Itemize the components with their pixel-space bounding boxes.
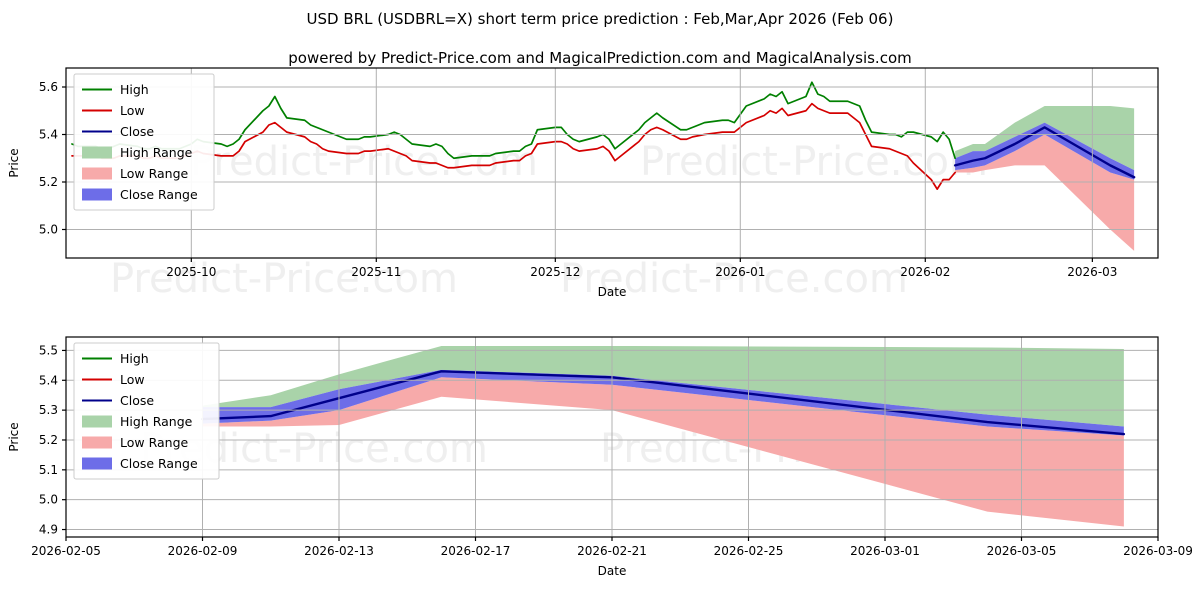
detail-chart-svg: Predict-Price.comPredict-Price.com4.95.0…: [7, 336, 1193, 578]
y-tick-label: 5.0: [39, 223, 58, 237]
y-tick-label: 5.0: [39, 493, 58, 507]
y-tick-label: 5.1: [39, 463, 58, 477]
title-block: USD BRL (USDBRL=X) short term price pred…: [0, 0, 1200, 66]
x-tick-label: 2025-12: [530, 265, 580, 279]
legend-item-label: Close Range: [120, 187, 198, 202]
legend-patch-swatch: [82, 167, 112, 180]
watermark: Predict-Price.com: [110, 256, 458, 302]
y-tick-label: 5.2: [39, 433, 58, 447]
low-range-band: [955, 134, 1135, 251]
y-tick-label: 5.5: [39, 343, 58, 357]
legend-patch-swatch: [82, 146, 112, 159]
watermark: Predict-Price.com: [560, 256, 908, 302]
y-tick-label: 5.3: [39, 403, 58, 417]
legend-patch-swatch: [82, 415, 112, 428]
legend-item-label: High Range: [120, 414, 193, 429]
low-series-line: [71, 102, 956, 190]
y-tick-label: 5.2: [39, 175, 58, 189]
legend-patch-swatch: [82, 188, 112, 201]
legend-item-label: High Range: [120, 145, 193, 160]
y-tick-label: 5.4: [39, 373, 58, 387]
overview-chart-panel: Predict-Price.com Predict-Price.com Predic…: [0, 60, 1200, 390]
plot-frame: [65, 67, 1159, 259]
detail-chart-panel: Predict-Price.comPredict-Price.com4.95.0…: [0, 325, 1200, 600]
x-axis-label: Date: [598, 564, 627, 578]
x-tick-label: 2026-02-17: [441, 544, 511, 558]
x-tick-label: 2026-03: [1067, 265, 1117, 279]
y-tick-label: 4.9: [39, 523, 58, 537]
page-subtitle: powered by Predict-Price.com and Magical…: [288, 49, 912, 67]
y-tick-label: 5.6: [39, 80, 58, 94]
high-range-band: [202, 345, 1124, 427]
legend-item-label: Low: [120, 103, 145, 118]
legend-patch-swatch: [82, 457, 112, 470]
chart-legend: High Low Close High Range Low Range Close Ran…: [73, 342, 220, 480]
y-axis-label: Price: [7, 422, 21, 451]
y-tick-label: 5.4: [39, 128, 58, 142]
legend-item-label: High: [120, 82, 149, 97]
x-tick-label: 2026-02-25: [714, 544, 784, 558]
x-tick-label: 2026-02-05: [31, 544, 101, 558]
x-tick-label: 2025-10: [166, 265, 216, 279]
watermark: Predict-Price.com: [640, 139, 988, 185]
high-range-band: [955, 106, 1135, 171]
legend-item-label: Close: [120, 393, 154, 408]
chart-legend: High Low Close High Range Low Range Close Ran…: [73, 73, 215, 211]
x-tick-label: 2026-02-09: [168, 544, 238, 558]
legend-item-label: Close Range: [120, 456, 198, 471]
x-tick-label: 2026-03-05: [987, 544, 1057, 558]
low-range-band: [202, 377, 1124, 527]
x-axis-label: Date: [598, 285, 627, 299]
legend-item-label: Low Range: [120, 166, 189, 181]
high-series-line: [71, 81, 956, 160]
legend-item-label: Close: [120, 124, 154, 139]
page-title: USD BRL (USDBRL=X) short term price pred…: [306, 10, 894, 28]
close-series-line: [953, 126, 1136, 179]
legend-item-label: High: [120, 351, 149, 366]
x-tick-label: 2025-11: [351, 265, 401, 279]
x-tick-label: 2026-02-21: [577, 544, 647, 558]
x-tick-label: 2026-02-13: [304, 544, 374, 558]
legend-item-label: Low Range: [120, 435, 189, 450]
legend-item-label: Low: [120, 372, 145, 387]
x-tick-label: 2026-01: [715, 265, 765, 279]
x-tick-label: 2026-02: [900, 265, 950, 279]
close-series-line: [201, 370, 1126, 436]
legend-patch-swatch: [82, 436, 112, 449]
y-axis-label: Price: [7, 148, 21, 177]
overview-chart-svg: Predict-Price.com Predict-Price.com Predic…: [7, 67, 1159, 302]
x-tick-label: 2026-03-09: [1123, 544, 1193, 558]
x-tick-label: 2026-03-01: [850, 544, 920, 558]
watermark: Predict-Price.com: [190, 139, 538, 185]
